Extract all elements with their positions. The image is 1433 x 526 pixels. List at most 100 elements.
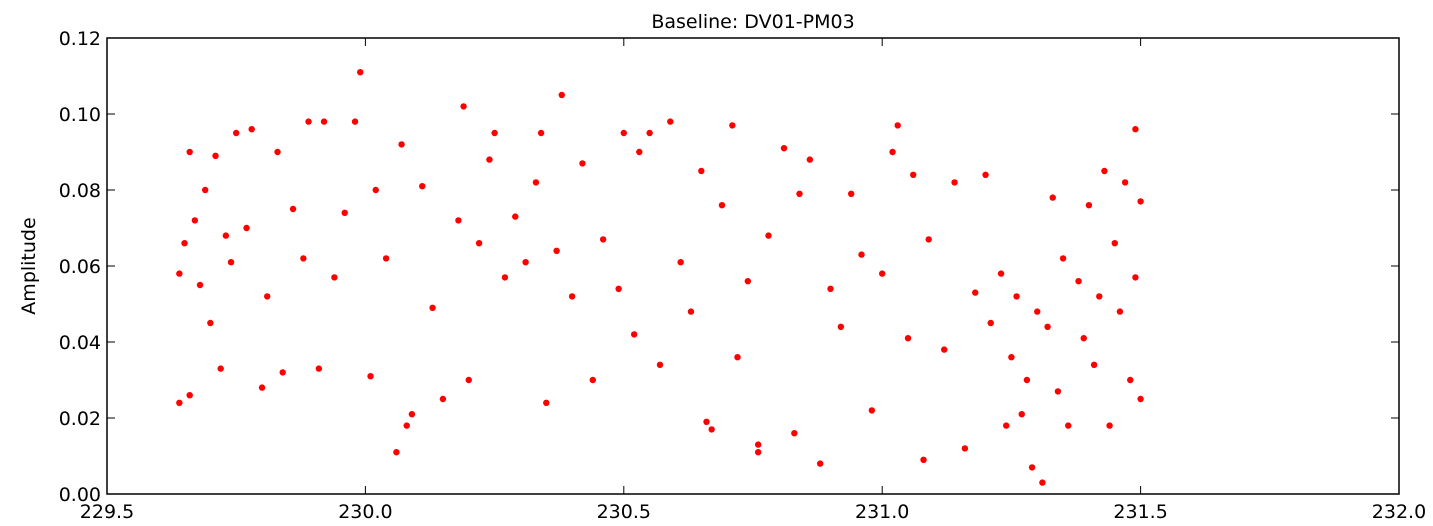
data-point [579, 160, 586, 167]
data-point [780, 145, 788, 152]
data-point [687, 308, 695, 315]
data-point [920, 456, 927, 463]
data-point [320, 118, 328, 125]
data-point [1106, 422, 1113, 429]
data-point [279, 369, 286, 376]
data-point [630, 331, 638, 338]
data-point [367, 373, 374, 380]
data-point [1008, 354, 1015, 361]
data-point [196, 281, 204, 289]
y-tick-label: 0.08 [59, 180, 101, 202]
data-point [222, 232, 230, 239]
data-point [1018, 411, 1025, 418]
data-point [217, 365, 224, 372]
data-point [1065, 422, 1072, 429]
data-point [1127, 376, 1134, 384]
data-point [599, 236, 607, 243]
data-point [858, 251, 865, 258]
data-point [186, 392, 193, 399]
data-point [227, 259, 235, 266]
data-point [910, 171, 917, 178]
data-point [1054, 388, 1062, 395]
data-point [568, 293, 576, 300]
data-point [868, 407, 876, 414]
data-point [982, 171, 989, 178]
data-point [243, 224, 250, 232]
data-point [1039, 479, 1046, 486]
data-point [1034, 308, 1041, 315]
data-point [274, 148, 281, 156]
x-tick-label: 229.5 [80, 501, 134, 523]
data-point [558, 91, 565, 99]
data-point [961, 445, 969, 452]
data-point [305, 118, 312, 125]
data-point [460, 103, 467, 110]
data-point [734, 354, 741, 361]
axis-ticks: 229.5 230.0 230.5 231.0 231.5 232.0 0.00 0.02 0.… [59, 28, 1427, 523]
data-point [258, 384, 266, 391]
data-point [398, 141, 405, 148]
data-point [176, 399, 183, 406]
data-point [393, 449, 400, 456]
data-point [537, 129, 545, 137]
data-point [382, 255, 390, 262]
data-point [408, 411, 416, 418]
data-point [904, 335, 912, 342]
data-point [1121, 179, 1129, 186]
data-point [615, 285, 622, 292]
x-tick-label: 231.0 [855, 501, 909, 523]
data-point [315, 365, 323, 372]
x-tick-label: 232.0 [1372, 501, 1426, 523]
data-point [1028, 464, 1036, 471]
data-point [951, 179, 958, 186]
data-point [620, 129, 627, 137]
data-point [1080, 335, 1087, 342]
data-point [429, 304, 436, 311]
data-point [1111, 240, 1118, 247]
data-point [941, 346, 948, 353]
y-tick-label: 0.00 [59, 484, 101, 506]
y-tick-label: 0.02 [59, 408, 101, 430]
data-point [233, 129, 240, 137]
data-point [791, 430, 798, 437]
y-tick-label: 0.06 [59, 256, 101, 278]
data-point [1132, 126, 1139, 133]
data-point [403, 422, 410, 429]
data-point [754, 449, 762, 456]
data-point [708, 426, 715, 433]
data-point [331, 274, 338, 281]
data-point [176, 270, 183, 277]
data-point [512, 213, 519, 220]
data-point [806, 156, 814, 163]
y-tick-label: 0.10 [59, 104, 101, 126]
x-tick-label: 230.0 [338, 501, 392, 523]
data-point [698, 167, 705, 175]
data-point [455, 217, 462, 224]
data-point [1075, 278, 1082, 285]
data-point [491, 129, 498, 137]
data-point [212, 152, 219, 159]
data-point [879, 270, 886, 277]
data-point [181, 240, 188, 247]
data-point [532, 179, 540, 186]
data-point [677, 259, 684, 266]
data-point [925, 236, 932, 243]
data-point [703, 418, 710, 425]
data-point [987, 319, 994, 327]
data-point [1090, 361, 1098, 368]
data-point [1137, 395, 1144, 403]
data-point [765, 232, 772, 239]
data-point [1023, 376, 1031, 384]
data-point [1085, 202, 1093, 209]
data-point [889, 148, 896, 156]
data-point [289, 205, 297, 213]
data-point [1116, 308, 1124, 315]
data-point [501, 274, 509, 281]
y-tick-label: 0.12 [59, 28, 101, 50]
data-point [475, 240, 483, 247]
data-point [419, 183, 426, 190]
data-point [827, 285, 834, 292]
data-point [1003, 422, 1010, 429]
data-point [972, 289, 979, 296]
data-points [176, 69, 1144, 486]
